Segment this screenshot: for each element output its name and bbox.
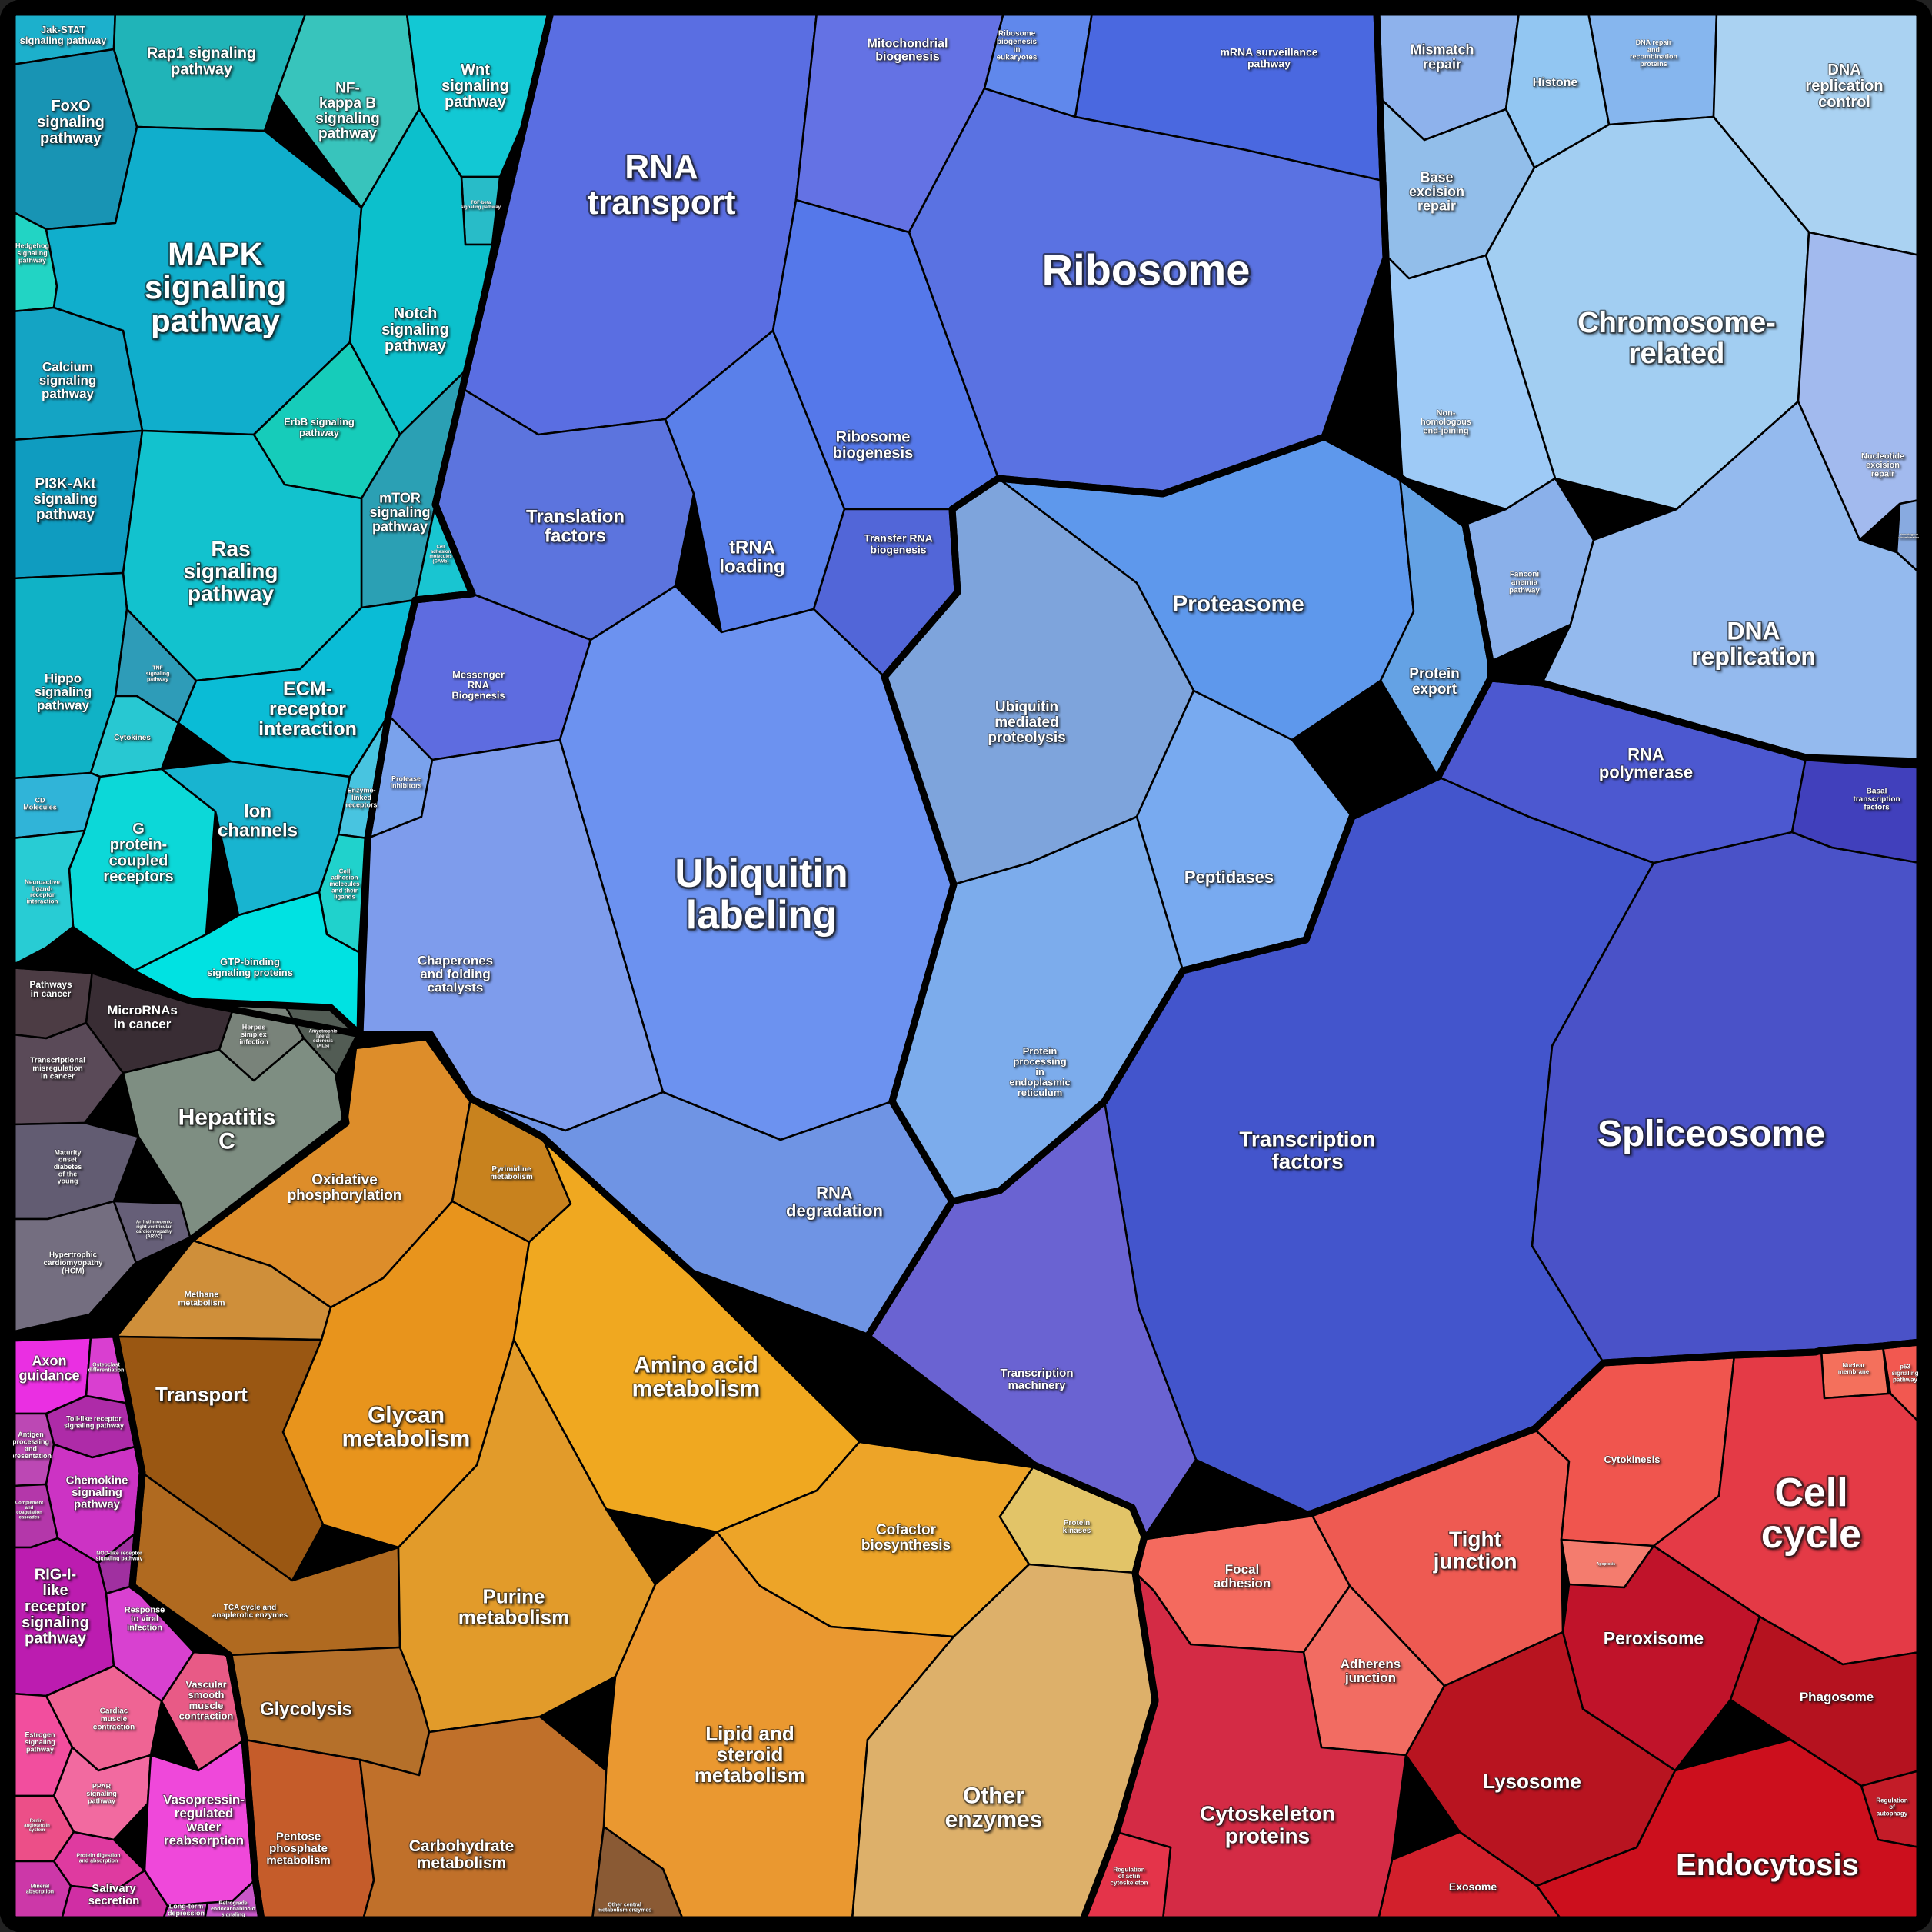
cluster-borders-layer	[8, 8, 1924, 1924]
cell-purine-metabolism[interactable]	[397, 1338, 657, 1734]
cell-tgf-beta-signaling-pathway[interactable]	[460, 175, 501, 246]
cell-foxo-signaling-pathway[interactable]	[11, 48, 138, 231]
cell-nuclear-membrane[interactable]	[1820, 1344, 1890, 1400]
cluster-outline-cellular-processes	[1079, 1338, 1924, 1924]
cell-pi3k-akt-signaling-pathway[interactable]	[11, 429, 144, 580]
cell-dna-repair-and-recombination-proteins[interactable]	[1587, 11, 1718, 126]
cell-pentose-phosphate-metabolism[interactable]	[243, 1738, 375, 1921]
cells-layer	[11, 6, 1921, 1921]
cluster-outline-disease-cancer	[8, 961, 364, 1338]
cell-carbohydrate-metabolism[interactable]	[358, 1715, 608, 1921]
